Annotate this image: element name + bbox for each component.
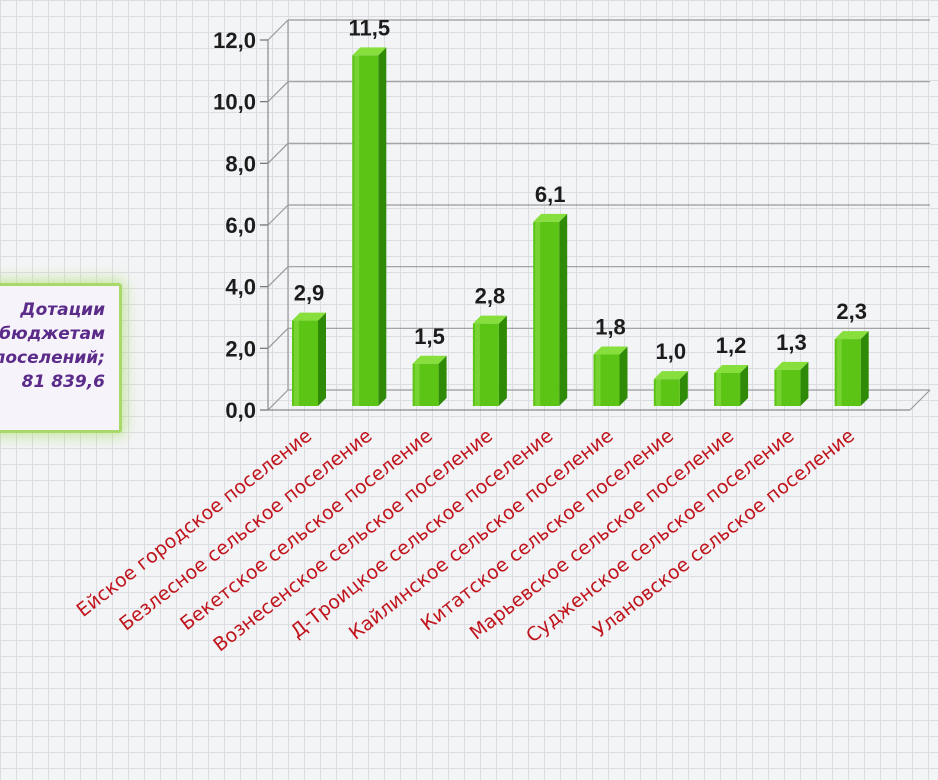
data-label: 2,3 xyxy=(836,299,867,324)
bar-side xyxy=(679,371,688,406)
bar-side xyxy=(378,47,387,407)
data-label: 1,3 xyxy=(776,330,807,355)
data-label: 2,9 xyxy=(294,281,325,306)
bar-highlight xyxy=(535,221,541,406)
bar xyxy=(352,47,387,407)
bar-top xyxy=(412,355,447,364)
data-label: 1,2 xyxy=(716,333,747,358)
gridline-side xyxy=(267,142,289,164)
bar-highlight xyxy=(354,55,360,407)
bar xyxy=(292,312,326,406)
gridline-side xyxy=(267,389,289,411)
bar-highlight xyxy=(595,354,601,406)
bar xyxy=(834,331,869,406)
data-label: 1,8 xyxy=(595,315,626,340)
bar-top xyxy=(714,365,749,373)
bar-top xyxy=(774,361,809,370)
bar-highlight xyxy=(474,323,480,406)
bar-top xyxy=(834,331,869,340)
bar xyxy=(593,346,628,406)
bar-top xyxy=(352,47,387,56)
bar xyxy=(653,371,688,406)
data-label: 11,5 xyxy=(348,15,390,40)
bar-highlight xyxy=(836,339,842,406)
bar-top xyxy=(472,315,507,324)
bar-highlight xyxy=(294,320,299,406)
bar-highlight xyxy=(655,379,661,406)
info-line-2: бюджетам xyxy=(0,324,105,344)
bar-top xyxy=(593,346,628,355)
info-line-1: Дотации xyxy=(20,300,105,320)
gridline-side xyxy=(267,327,289,349)
gridline-side xyxy=(267,19,289,41)
chart-axes: 0,0 2,0 4,0 6,0 8,0 10,0 12,0 xyxy=(213,20,931,423)
gridline-side xyxy=(267,266,289,288)
bar-highlight xyxy=(776,369,782,406)
data-label: 2,8 xyxy=(475,284,506,309)
chart-data-labels: 2,9 11,5 1,5 2,8 6,1 1,8 1,0 1,2 1,3 2,3 xyxy=(294,15,867,364)
bar-side xyxy=(800,361,809,406)
bar xyxy=(412,355,447,406)
y-tick-label: 12,0 xyxy=(213,28,256,53)
bar xyxy=(533,213,568,406)
y-tick-label: 10,0 xyxy=(213,90,256,115)
gridline-side xyxy=(267,204,289,226)
data-label: 1,0 xyxy=(656,339,687,364)
data-label: 1,5 xyxy=(414,324,445,349)
info-line-4: 81 839,6 xyxy=(21,372,105,392)
bar-side xyxy=(438,355,447,406)
bar xyxy=(714,365,749,406)
bar-top xyxy=(653,371,688,380)
y-tick-label: 0,0 xyxy=(225,398,256,423)
bar xyxy=(472,315,507,406)
bar-side xyxy=(740,365,749,406)
floor-edge xyxy=(909,389,931,411)
y-tick-label: 8,0 xyxy=(225,151,256,176)
bar-side xyxy=(619,346,628,406)
bar-side xyxy=(559,213,568,406)
bar-side xyxy=(498,315,507,406)
bar-highlight xyxy=(716,373,722,406)
subsidies-info-box: Дотации бюджетам поселений; 81 839,6 xyxy=(0,283,122,433)
bar-top xyxy=(533,213,568,222)
bar-side xyxy=(318,312,326,406)
y-tick-label: 6,0 xyxy=(225,213,256,238)
y-tick-label: 2,0 xyxy=(225,336,256,361)
bar-side xyxy=(860,331,869,406)
bar xyxy=(774,361,809,406)
chart-bars xyxy=(292,47,869,407)
data-label: 6,1 xyxy=(535,182,566,207)
bar-highlight xyxy=(414,363,420,406)
y-tick-label: 4,0 xyxy=(225,275,256,300)
gridline-side xyxy=(267,81,289,103)
bar-top xyxy=(292,312,326,321)
info-line-3: поселений; xyxy=(0,348,105,368)
